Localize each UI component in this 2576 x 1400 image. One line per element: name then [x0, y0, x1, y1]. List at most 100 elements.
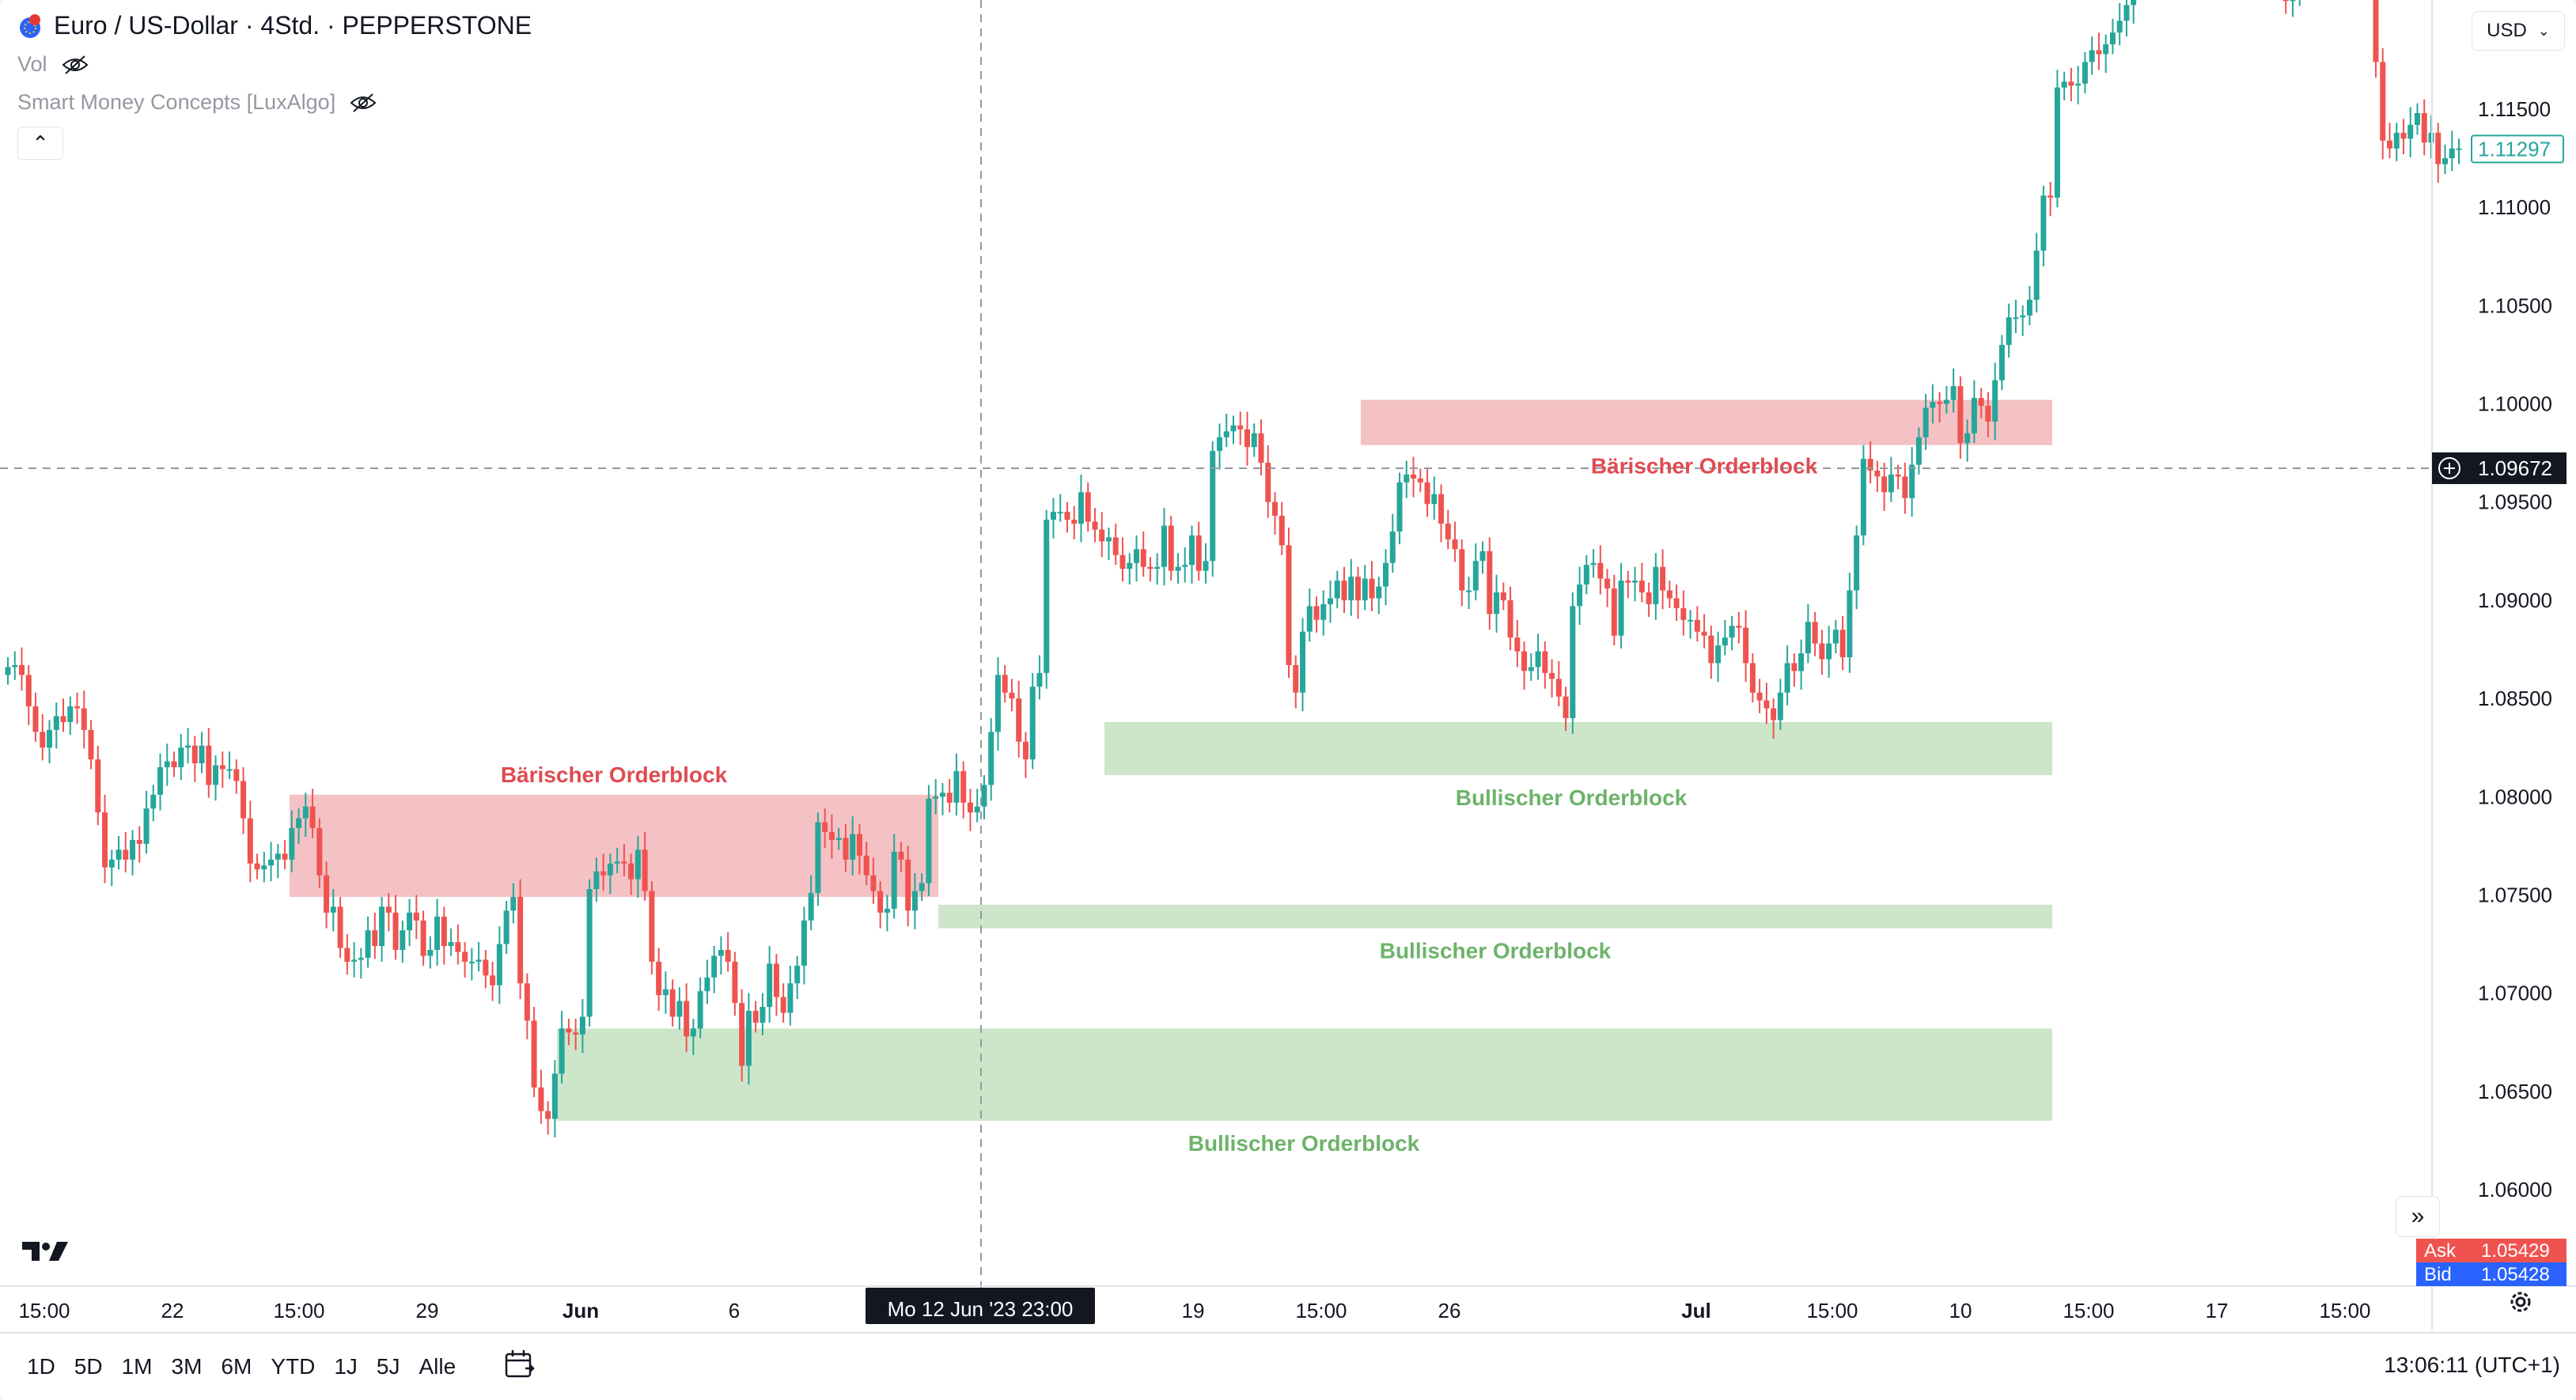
- candle: [2123, 0, 2130, 37]
- time-tick-label: 22: [161, 1299, 184, 1322]
- tradingview-logo-icon[interactable]: [21, 1239, 71, 1264]
- candle: [130, 830, 136, 876]
- candle: [2089, 36, 2095, 75]
- chevron-down-icon: ⌄: [2537, 22, 2550, 39]
- candle: [2428, 115, 2434, 159]
- candle: [953, 753, 960, 815]
- candle: [1881, 463, 1888, 511]
- candle: [1383, 549, 1389, 606]
- order-block-zone-bearish[interactable]: [290, 794, 938, 897]
- candle: [2407, 107, 2414, 157]
- candle: [933, 778, 939, 815]
- ask-price-tag: Ask 1.05429: [2416, 1239, 2567, 1262]
- clock-timezone[interactable]: 13:06:11 (UTC+1): [2384, 1353, 2560, 1377]
- candle: [974, 789, 980, 823]
- gear-icon[interactable]: [2506, 1288, 2535, 1316]
- candle: [2048, 181, 2054, 217]
- time-tick-label: 15:00: [2319, 1299, 2370, 1322]
- candle: [213, 755, 219, 801]
- candle: [275, 843, 281, 879]
- collapse-indicators-button[interactable]: ⌃: [17, 127, 63, 160]
- candle: [2040, 185, 2047, 267]
- order-block-zone-bullish[interactable]: [1104, 721, 2052, 775]
- candle: [400, 920, 406, 963]
- order-block-zone-bullish[interactable]: [938, 904, 2052, 929]
- candle: [233, 759, 240, 794]
- candle: [1313, 596, 1320, 633]
- price-tag-value: 1.05429: [2481, 1240, 2550, 1262]
- candle: [2290, 0, 2296, 17]
- crosshair-plus-icon[interactable]: [2432, 452, 2468, 485]
- candle: [1424, 468, 1430, 517]
- candle: [2054, 70, 2060, 208]
- candle: [1688, 610, 1694, 639]
- range-button-alle[interactable]: Alle: [419, 1354, 456, 1379]
- symbol-title[interactable]: Euro / US-Dollar · 4Std. · PEPPERSTONE: [54, 11, 532, 40]
- order-block-label: Bärischer Orderblock: [501, 762, 728, 787]
- candle: [1660, 549, 1666, 610]
- time-tick-label: 15:00: [273, 1299, 324, 1322]
- candle: [1915, 427, 1922, 475]
- time-tick-label: 15:00: [1295, 1299, 1347, 1322]
- candle: [551, 1060, 558, 1138]
- candle: [1389, 513, 1396, 573]
- candle: [2373, 0, 2379, 78]
- order-block-zone-bullish[interactable]: [557, 1028, 2052, 1122]
- candlestick-series: [5, 0, 2462, 1138]
- candle: [2421, 99, 2427, 156]
- range-button-5d[interactable]: 5D: [74, 1354, 103, 1379]
- candle: [1694, 606, 1700, 642]
- candle: [676, 987, 683, 1030]
- range-button-1d[interactable]: 1D: [27, 1354, 55, 1379]
- price-scale[interactable]: 1.11500 1.11000 1.10500 1.10000 1.09500 1.090…: [2431, 0, 2552, 1330]
- bid-price-tag: Bid 1.05428: [2416, 1262, 2567, 1286]
- candle: [2393, 123, 2400, 161]
- range-button-1m[interactable]: 1M: [121, 1354, 153, 1379]
- candle: [1272, 492, 1279, 535]
- indicator-smart-money-concepts[interactable]: Smart Money Concepts [LuxAlgo]: [17, 90, 377, 115]
- candle: [25, 664, 32, 725]
- candle: [2061, 71, 2067, 100]
- price-tick-label: 1.08000: [2478, 785, 2552, 808]
- candle: [226, 751, 233, 779]
- range-button-3m[interactable]: 3M: [171, 1354, 203, 1379]
- candle: [1127, 553, 1133, 585]
- candle: [427, 936, 434, 969]
- range-button-6m[interactable]: 6M: [221, 1354, 252, 1379]
- candle: [1722, 619, 1728, 656]
- time-tick-label: 15:00: [18, 1299, 70, 1322]
- price-tick-label: 1.08500: [2478, 687, 2552, 710]
- candle: [316, 818, 323, 888]
- candle: [1992, 362, 1998, 441]
- candle: [254, 853, 260, 880]
- candle: [760, 993, 766, 1036]
- order-block-zone-bearish[interactable]: [1361, 399, 2052, 445]
- range-button-ytd[interactable]: YTD: [271, 1354, 316, 1379]
- time-tick-label: 10: [1949, 1299, 1972, 1322]
- range-button-1j[interactable]: 1J: [334, 1354, 358, 1379]
- candle: [559, 1010, 565, 1084]
- candle: [905, 846, 911, 927]
- symbol-header[interactable]: Euro / US-Dollar · 4Std. · PEPPERSTONE: [17, 11, 532, 40]
- eye-hidden-icon[interactable]: [350, 93, 377, 113]
- time-scale[interactable]: 15:00 22 15:00 29 Jun 6 19 15:00 26 Jul 15:00 10 15:…: [0, 1285, 2576, 1324]
- currency-selector[interactable]: USD ⌄: [2472, 11, 2565, 51]
- candle: [365, 916, 371, 968]
- price-tick-label: 1.06000: [2478, 1178, 2552, 1201]
- last-price-value: 1.11297: [2478, 137, 2551, 161]
- indicator-volume[interactable]: Vol: [17, 52, 89, 77]
- candle: [981, 774, 987, 819]
- candle: [1362, 565, 1368, 611]
- date-range-selector: 1D 5D 1M 3M 6M YTD 1J 5J Alle: [17, 1348, 465, 1386]
- axis-labels: Bärischer Orderblock Bärischer Orderblock…: [501, 134, 2567, 1286]
- candle: [517, 879, 524, 1000]
- scroll-to-realtime-button[interactable]: »: [2396, 1196, 2440, 1237]
- candle: [1216, 423, 1222, 470]
- eye-hidden-icon[interactable]: [62, 55, 89, 75]
- candle: [801, 906, 807, 985]
- candle: [1494, 574, 1500, 633]
- calendar-icon[interactable]: [503, 1348, 536, 1381]
- range-button-5j[interactable]: 5J: [376, 1354, 400, 1379]
- candle: [88, 720, 94, 770]
